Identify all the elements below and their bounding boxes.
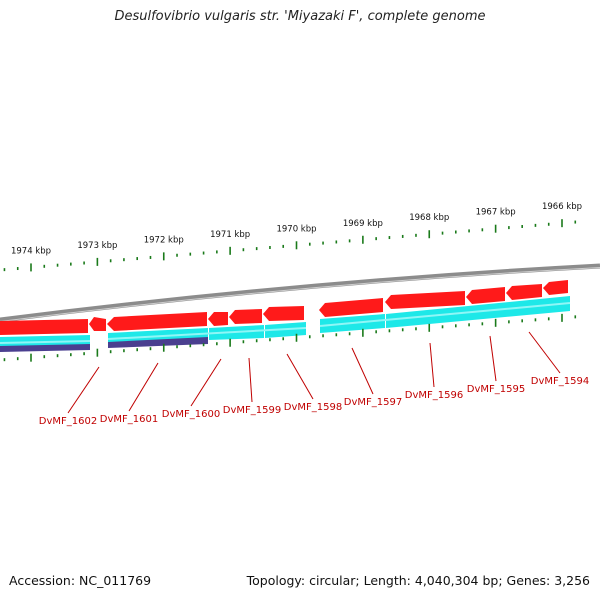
scale-labels: 1974 kbp 1973 kbp 1972 kbp 1971 kbp 1970 kbp… bbox=[11, 202, 582, 256]
inner-tick-track bbox=[3, 313, 577, 362]
misc-feature-track bbox=[0, 337, 208, 352]
gene-leader-line bbox=[67, 366, 100, 414]
gene-arrow[interactable] bbox=[89, 317, 106, 331]
scale-label: 1970 kbp bbox=[276, 224, 316, 234]
genome-summary: Topology: circular; Length: 4,040,304 bp… bbox=[246, 573, 590, 588]
gene-arrow[interactable] bbox=[506, 284, 542, 300]
gene-label[interactable]: DvMF_1596 bbox=[405, 390, 463, 401]
scale-label: 1971 kbp bbox=[210, 230, 250, 240]
scale-label: 1974 kbp bbox=[11, 246, 51, 256]
accession-label: Accession: NC_011769 bbox=[9, 573, 152, 588]
gene-label[interactable]: DvMF_1595 bbox=[467, 384, 525, 395]
gene-arrow[interactable] bbox=[229, 309, 262, 324]
gene-label[interactable]: DvMF_1599 bbox=[223, 405, 281, 416]
map-title: Desulfovibrio vulgaris str. 'Miyazaki F'… bbox=[114, 9, 486, 24]
gene-arrow[interactable] bbox=[319, 298, 383, 317]
gene-leader-line bbox=[489, 335, 497, 382]
gene-arrow[interactable] bbox=[208, 312, 228, 326]
scale-label: 1968 kbp bbox=[409, 213, 449, 223]
gene-label[interactable]: DvMF_1598 bbox=[284, 402, 342, 413]
gene-arrow[interactable] bbox=[0, 319, 88, 335]
gene-leader-line bbox=[429, 342, 435, 388]
gene-arrow[interactable] bbox=[466, 287, 505, 304]
scale-label: 1969 kbp bbox=[343, 219, 383, 229]
scale-label: 1973 kbp bbox=[77, 241, 117, 251]
gene-leader-line bbox=[528, 331, 561, 374]
scale-label: 1967 kbp bbox=[476, 208, 516, 218]
outer-tick-track bbox=[3, 219, 577, 272]
gene-arrow[interactable] bbox=[107, 312, 207, 331]
scale-label: 1972 kbp bbox=[144, 235, 184, 245]
gene-label-group: DvMF_1602 DvMF_1601 DvMF_1600 DvMF_1599 DvMF… bbox=[39, 331, 589, 427]
gene-track bbox=[0, 280, 568, 335]
gene-arrow[interactable] bbox=[543, 280, 568, 295]
gene-label[interactable]: DvMF_1600 bbox=[162, 409, 220, 420]
gene-arrow[interactable] bbox=[263, 306, 304, 321]
gene-label[interactable]: DvMF_1602 bbox=[39, 416, 97, 427]
scale-label: 1966 kbp bbox=[542, 202, 582, 212]
gene-leader-line bbox=[286, 353, 314, 400]
gene-label[interactable]: DvMF_1594 bbox=[531, 376, 589, 387]
gene-leader-line bbox=[190, 358, 222, 407]
misc-feature-block[interactable] bbox=[0, 344, 90, 352]
gene-leader-line bbox=[351, 347, 374, 395]
gene-label[interactable]: DvMF_1601 bbox=[100, 414, 158, 425]
gene-leader-line bbox=[128, 362, 159, 412]
misc-feature-block[interactable] bbox=[108, 337, 208, 348]
gene-label[interactable]: DvMF_1597 bbox=[344, 397, 402, 408]
gene-leader-line bbox=[248, 357, 253, 403]
genome-backbone bbox=[0, 263, 600, 323]
gene-arrow[interactable] bbox=[385, 291, 465, 309]
